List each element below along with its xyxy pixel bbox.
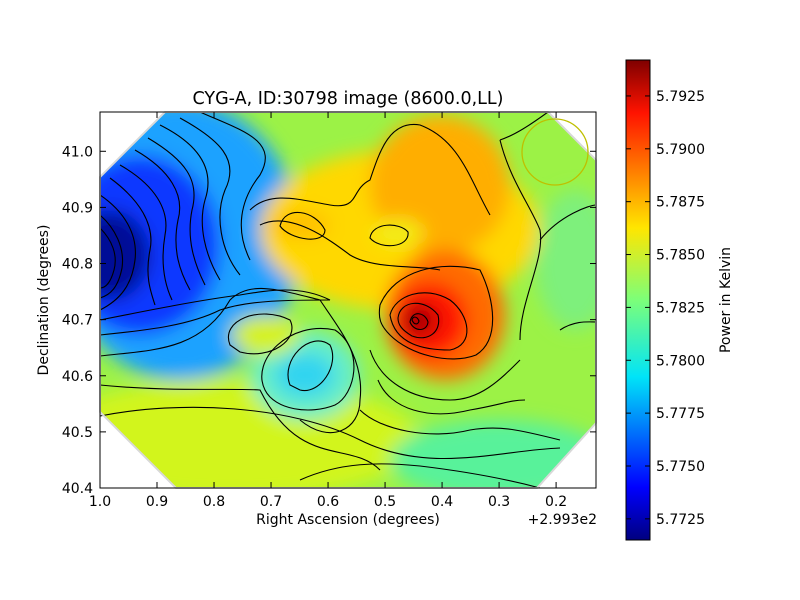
- x-tick-label: 0.8: [203, 494, 225, 510]
- y-tick-label: 40.7: [62, 313, 93, 329]
- colorbar-tick-label: 5.7925: [656, 89, 705, 105]
- plot-frame: [99, 111, 597, 489]
- x-tick-label: 0.5: [374, 494, 396, 510]
- colorbar-tick-label: 5.7850: [656, 248, 705, 264]
- y-tick-label: 40.4: [62, 481, 93, 497]
- x-tick-label: 0.3: [488, 494, 510, 510]
- colorbar-tick-label: 5.7825: [656, 300, 705, 316]
- x-tick-label: 0.4: [431, 494, 453, 510]
- colorbar-label: Power in Kelvin: [718, 247, 734, 353]
- x-axis-offset-label: +2.993e2: [528, 512, 597, 528]
- y-tick-label: 40.9: [62, 200, 93, 216]
- x-tick-label: 1.0: [89, 494, 111, 510]
- y-tick-label: 41.0: [62, 144, 93, 160]
- y-tick-label: 40.8: [62, 257, 93, 273]
- chart-title: CYG-A, ID:30798 image (8600.0,LL): [193, 89, 504, 109]
- x-axis-label: Right Ascension (degrees): [256, 512, 440, 528]
- contour-lines: [100, 112, 596, 488]
- x-axis-ticks: 1.0 0.9 0.8 0.7 0.6 0.5 0.4 0.3 0.2: [89, 112, 567, 510]
- colorbar-tick-label: 5.7800: [656, 353, 705, 369]
- colorbar-tick-label: 5.7775: [656, 406, 705, 422]
- y-tick-label: 40.5: [62, 425, 93, 441]
- y-tick-label: 40.6: [62, 369, 93, 385]
- x-tick-label: 0.6: [317, 494, 339, 510]
- colorbar-ticks: 5.7725 5.7750 5.7775 5.7800 5.7825 5.7850 5.78…: [626, 89, 705, 528]
- colorbar-tick-label: 5.7875: [656, 195, 705, 211]
- y-axis-label: Declination (degrees): [36, 225, 52, 376]
- colorbar-tick-label: 5.7750: [656, 459, 705, 475]
- x-tick-label: 0.9: [146, 494, 168, 510]
- y-axis-ticks: 40.4 40.5 40.6 40.7 40.8 40.9 41.0: [62, 144, 596, 497]
- colorbar: [625, 59, 651, 541]
- x-tick-label: 0.2: [545, 494, 567, 510]
- beam-circle: [521, 118, 589, 186]
- x-tick-label: 0.7: [260, 494, 282, 510]
- colorbar-tick-label: 5.7900: [656, 142, 705, 158]
- colorbar-tick-label: 5.7725: [656, 512, 705, 528]
